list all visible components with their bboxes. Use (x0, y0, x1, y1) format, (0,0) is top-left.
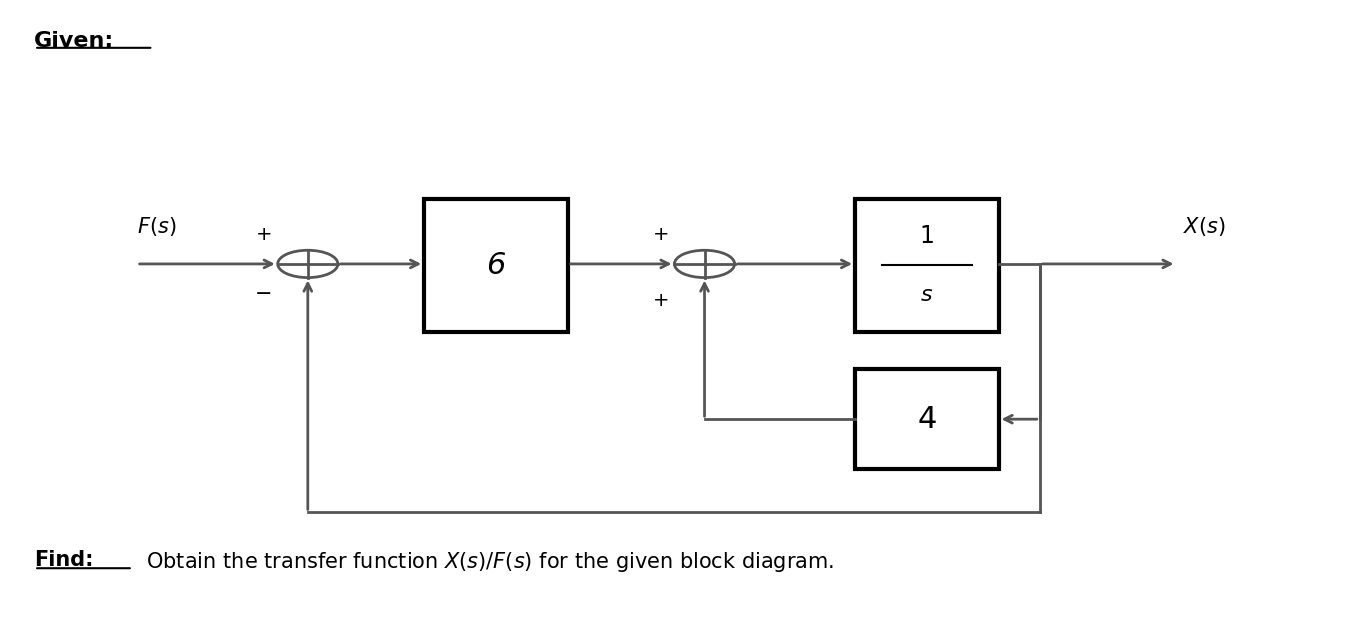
Text: 6: 6 (486, 251, 506, 280)
Text: s: s (921, 285, 933, 306)
Text: +: + (653, 291, 669, 310)
FancyBboxPatch shape (855, 199, 999, 332)
Text: $X(s)$: $X(s)$ (1183, 215, 1226, 238)
Text: 1: 1 (919, 224, 934, 248)
Text: +: + (256, 225, 272, 244)
Text: Obtain the transfer function $X(s)/F(s)$ for the given block diagram.: Obtain the transfer function $X(s)/F(s)$… (133, 550, 834, 574)
Text: 4: 4 (917, 405, 937, 433)
Text: $F(s)$: $F(s)$ (137, 215, 176, 238)
Text: −: − (254, 284, 272, 304)
Text: Given:: Given: (34, 31, 115, 51)
FancyBboxPatch shape (855, 369, 999, 469)
Text: +: + (653, 225, 669, 244)
Text: Find:: Find: (34, 550, 93, 569)
FancyBboxPatch shape (424, 199, 568, 332)
